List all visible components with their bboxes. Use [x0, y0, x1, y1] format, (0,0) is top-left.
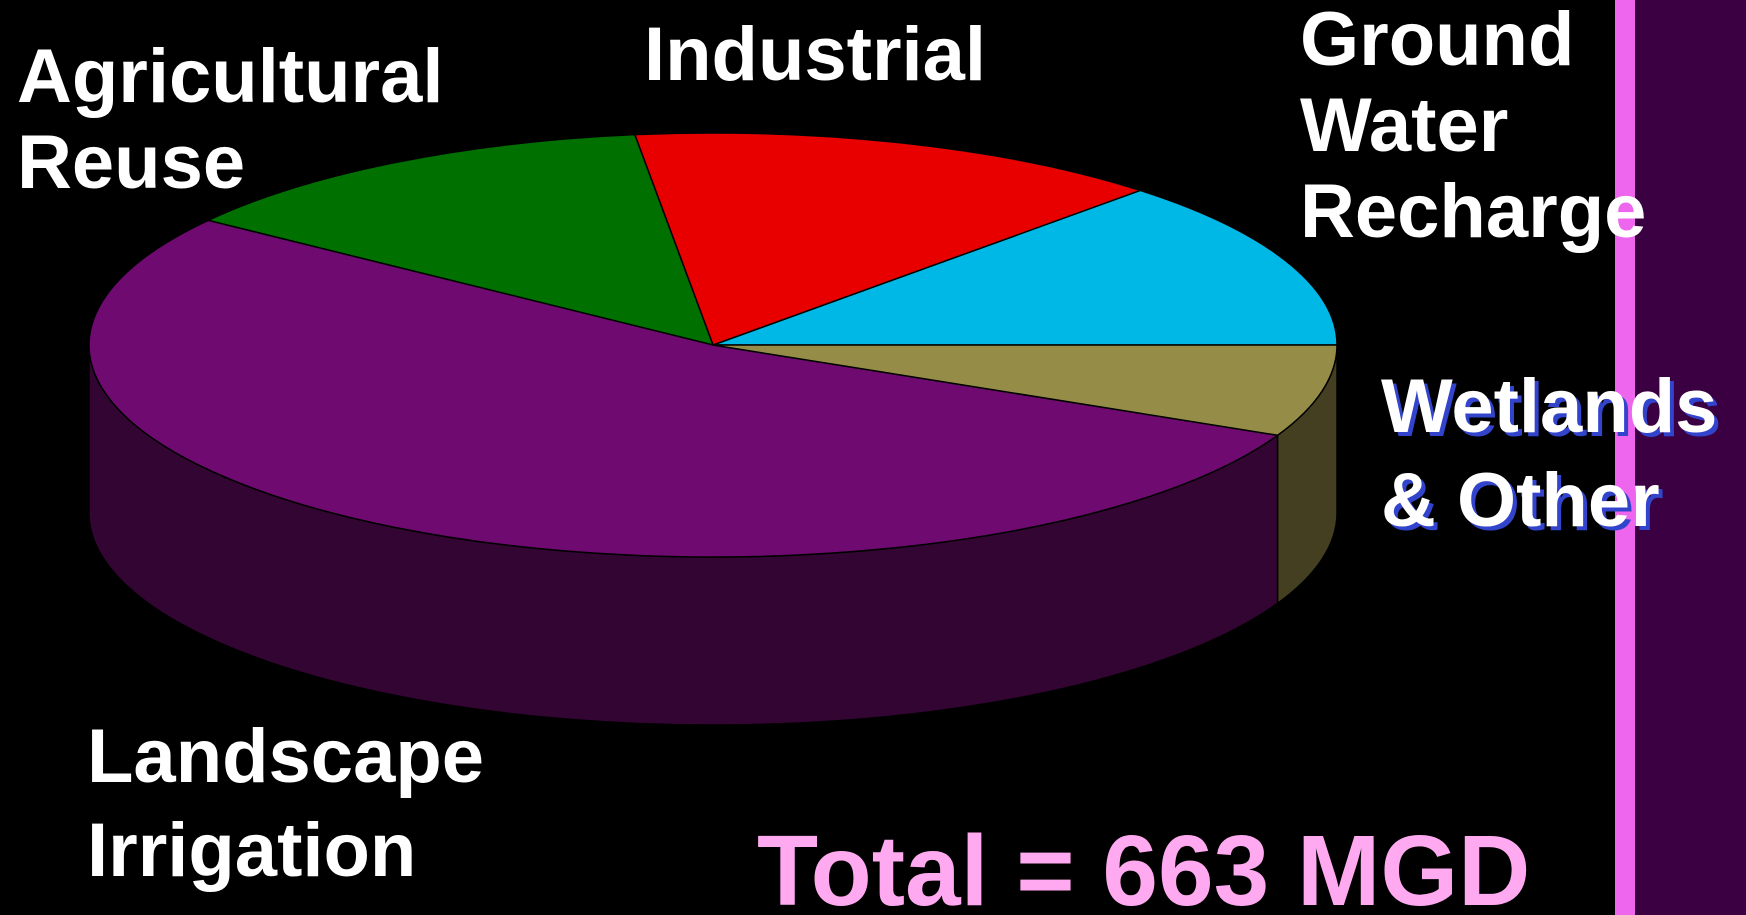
label-line: Wetlands	[1385, 368, 1721, 453]
slice-top	[88, 219, 1280, 558]
side-stripe	[1615, 0, 1635, 915]
pie-slice	[205, 133, 715, 347]
pie	[88, 132, 1338, 726]
slice-top	[712, 189, 1338, 346]
label-line: Recharge	[1300, 169, 1646, 254]
side-band	[1635, 0, 1746, 915]
pie-slice	[712, 344, 1338, 605]
slice-top	[633, 132, 1143, 346]
pie-slice	[633, 132, 1143, 346]
label-line: Industrial	[644, 12, 986, 97]
slice-label: Ground Water Recharge	[1300, 0, 1646, 254]
total-annotation: Total = 663 MGD	[757, 815, 1530, 915]
label-line: Landscape	[87, 714, 484, 799]
slice-label: Agricultural Reuse	[17, 34, 444, 205]
label-line: Irrigation	[87, 808, 416, 893]
label-line: Ground	[1300, 0, 1574, 82]
labels: Ground Water Recharge Industrial Agricultura…	[17, 0, 1721, 893]
pie-slice	[712, 189, 1338, 346]
label-shadow: Wetlands & Other	[1385, 368, 1721, 547]
label-line: Agricultural	[17, 34, 444, 119]
pie-slice	[88, 219, 1280, 726]
label-line: Water	[1300, 83, 1508, 168]
slice-top	[205, 133, 715, 347]
slice-top	[712, 344, 1338, 437]
slice-label: Wetlands & Other	[1381, 364, 1717, 543]
label-line: Reuse	[17, 120, 245, 205]
label-line: & Other	[1381, 458, 1660, 543]
label-line: & Other	[1385, 462, 1664, 547]
label-line: Wetlands	[1381, 364, 1717, 449]
slice-label: Landscape Irrigation	[87, 714, 484, 893]
slice-label: Industrial	[644, 12, 986, 97]
